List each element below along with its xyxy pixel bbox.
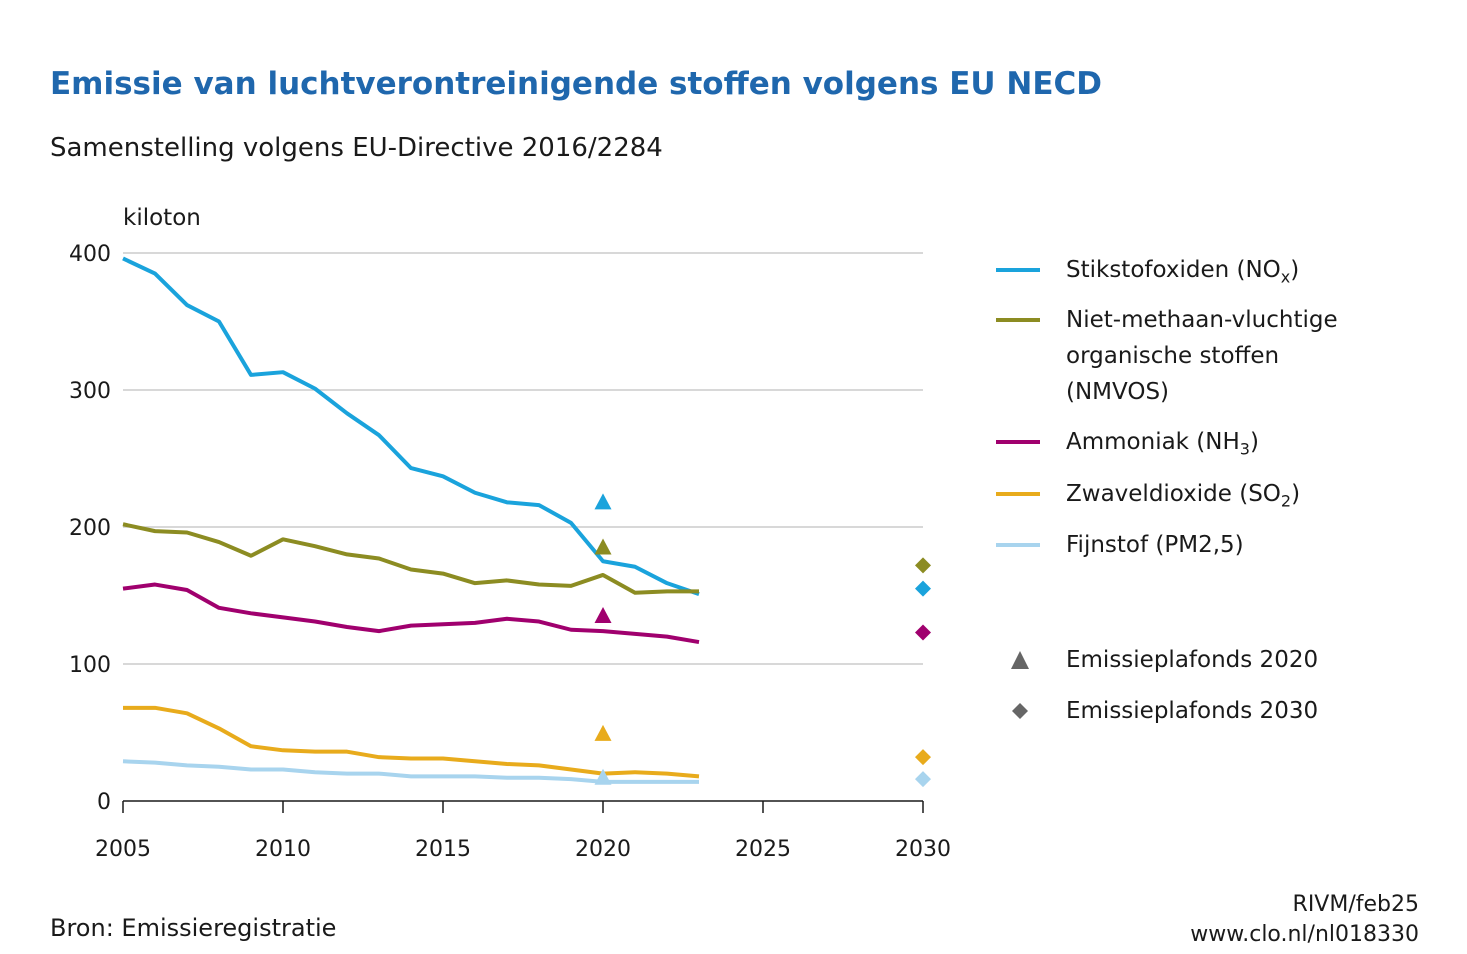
ceiling-2020-marker-nmvos <box>594 538 612 555</box>
chart-title: Emissie van luchtverontreinigende stoffe… <box>50 66 1103 102</box>
x-axis <box>122 800 924 813</box>
y-tick-labels: 0 100 200 300 400 <box>69 242 111 815</box>
series-line-nh3 <box>122 582 700 645</box>
x-tick-label: 2025 <box>735 837 791 862</box>
credit-org-date: RIVM/feb25 <box>1292 892 1419 917</box>
y-axis-label: kiloton <box>123 205 201 231</box>
legend-label-ceiling-2030: Emissieplafonds 2030 <box>1066 698 1319 724</box>
credit: RIVM/feb25 www.clo.nl/nl018330 <box>1190 890 1419 950</box>
triangle-icon <box>1011 651 1029 669</box>
series-line-nox <box>122 256 700 597</box>
ceiling-markers <box>594 493 931 788</box>
ceiling-2030-marker-pm <box>915 771 931 788</box>
series-line-nmvos <box>122 522 699 595</box>
source-note: Bron: Emissieregistratie <box>50 914 337 942</box>
diamond-icon <box>1012 703 1028 719</box>
legend-label-nh3: Ammoniak (NH3) <box>1066 429 1259 459</box>
legend-swatch-nmvos <box>996 318 1040 322</box>
ceiling-2020-marker-pm <box>594 768 612 785</box>
y-tick-label: 0 <box>97 790 111 815</box>
legend-label-ceiling-2020: Emissieplafonds 2020 <box>1066 647 1319 673</box>
legend-swatch-nox <box>996 268 1040 272</box>
y-tick-label: 200 <box>69 516 111 541</box>
x-tick-label: 2020 <box>575 837 631 862</box>
x-tick-label: 2005 <box>95 837 151 862</box>
legend-swatch-so2 <box>996 492 1040 496</box>
legend-label-pm: Fijnstof (PM2,5) <box>1066 532 1244 558</box>
series-lines <box>122 256 700 784</box>
x-tick-label: 2010 <box>255 837 311 862</box>
y-tick-label: 300 <box>69 379 111 404</box>
x-tick-labels: 2005 2010 2015 2020 2025 2030 <box>95 837 951 862</box>
legend-swatch-pm <box>996 543 1040 547</box>
x-tick-label: 2030 <box>895 837 951 862</box>
ceiling-2030-marker-nox <box>915 580 931 597</box>
y-tick-label: 100 <box>69 653 111 678</box>
legend-label-nox: Stikstofoxiden (NOx) <box>1066 257 1300 287</box>
legend-swatch-nh3 <box>996 440 1040 444</box>
x-tick-label: 2015 <box>415 837 471 862</box>
gridlines <box>123 252 923 665</box>
y-tick-label: 400 <box>69 242 111 267</box>
ceiling-2030-marker-nmvos <box>915 557 931 574</box>
ceiling-2020-marker-so2 <box>594 724 612 741</box>
ceiling-2030-marker-nh3 <box>915 624 931 641</box>
legend-label-nmvos: Niet-methaan-vluchtige organische stoffe… <box>1066 307 1338 405</box>
credit-url: www.clo.nl/nl018330 <box>1190 922 1419 947</box>
ceiling-2030-marker-so2 <box>915 749 931 766</box>
ceiling-2020-marker-nox <box>594 493 612 510</box>
ceiling-2020-marker-nh3 <box>594 607 612 624</box>
legend-label-so2: Zwaveldioxide (SO2) <box>1066 481 1301 511</box>
chart-subtitle: Samenstelling volgens EU-Directive 2016/… <box>50 133 663 163</box>
